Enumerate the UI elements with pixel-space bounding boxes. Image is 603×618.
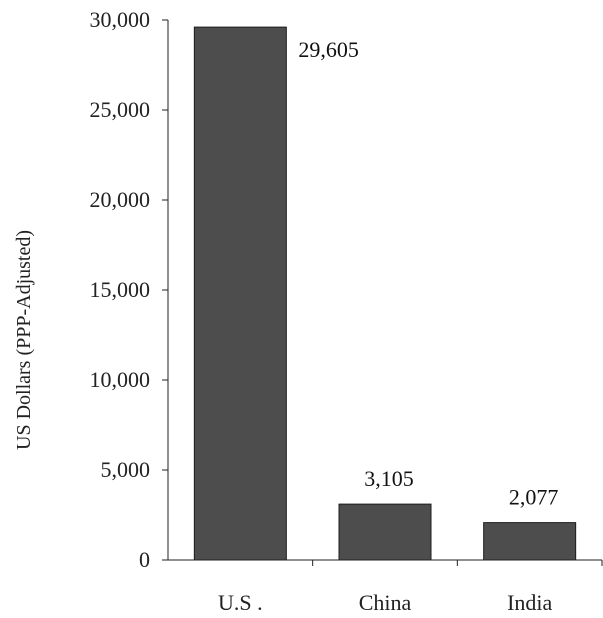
y-tick-label: 30,000 xyxy=(90,7,151,32)
x-tick-label: China xyxy=(359,590,412,615)
y-tick-label: 25,000 xyxy=(90,97,151,122)
data-label: 29,605 xyxy=(298,37,359,62)
data-label: 3,105 xyxy=(364,466,414,491)
x-tick-label: U.S . xyxy=(218,590,263,615)
y-axis-label: US Dollars (PPP-Adjusted) xyxy=(13,230,35,450)
y-tick-label: 0 xyxy=(139,547,150,572)
data-labels: 29,605 3,105 2,077 xyxy=(298,37,558,510)
x-axis-ticks: U.S . China India xyxy=(218,560,603,615)
y-axis-ticks: 0 5,000 10,000 15,000 20,000 25,000 30,000 xyxy=(90,7,168,572)
data-label: 2,077 xyxy=(509,485,559,510)
y-tick-label: 15,000 xyxy=(90,277,151,302)
bar-india xyxy=(483,522,577,561)
bar-china xyxy=(338,503,432,561)
x-tick-label: India xyxy=(507,590,552,615)
y-tick-label: 10,000 xyxy=(90,367,151,392)
y-tick-label: 5,000 xyxy=(101,457,151,482)
bar-u-s xyxy=(193,26,287,561)
y-tick-label: 20,000 xyxy=(90,187,151,212)
